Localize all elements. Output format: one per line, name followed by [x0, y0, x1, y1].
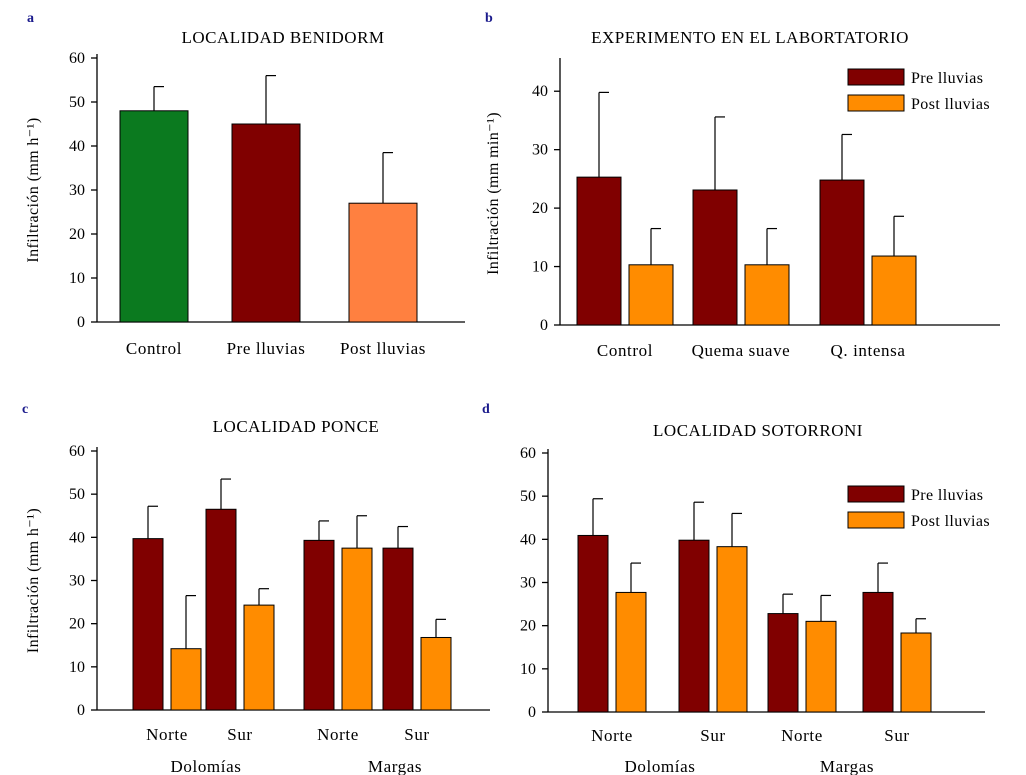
bar-pre-0 — [576, 176, 622, 326]
legend: Pre lluvias Post lluvias — [847, 68, 990, 113]
legend-label: Pre lluvias — [911, 70, 983, 87]
y-tick-label: 40 — [532, 83, 548, 100]
y-axis-label: Infiltración (mm h⁻¹) — [25, 508, 42, 653]
x-tick-label: Quema suave — [692, 341, 791, 360]
y-tick-label: 10 — [532, 259, 548, 276]
y-tick-label: 0 — [77, 702, 85, 719]
panel-label: d — [482, 402, 490, 417]
legend-swatch — [847, 68, 905, 86]
legend-label: Post lluvias — [911, 513, 990, 530]
x-tick-label: Norte — [781, 726, 823, 745]
x-tick-label: Sur — [404, 725, 429, 744]
y-tick-label: 30 — [69, 182, 85, 199]
group-label: Dolomías — [171, 757, 242, 775]
chart-panel-a: a LOCALIDAD BENIDORM Infiltración (mm h⁻¹)… — [25, 11, 465, 358]
legend-label: Pre lluvias — [911, 487, 983, 504]
bar-pre-lluvias — [231, 123, 301, 323]
bar-pre-3 — [382, 547, 414, 711]
y-axis-label: Infiltración (mm min⁻¹) — [485, 112, 502, 275]
bar-post-2 — [871, 255, 917, 326]
bar-pre-2 — [303, 539, 335, 711]
bar-pre-1 — [678, 539, 710, 713]
chart-panel-c: c LOCALIDAD PONCE Infiltración (mm h⁻¹) 0 10… — [22, 402, 490, 775]
y-tick-label: 50 — [69, 94, 85, 111]
y-tick-label: 40 — [69, 529, 85, 546]
y-tick-label: 10 — [69, 270, 85, 287]
x-tick-label: Post lluvias — [340, 339, 426, 358]
y-tick-label: 30 — [520, 575, 536, 592]
y-tick-label: 0 — [77, 314, 85, 331]
bar-pre-2 — [767, 613, 799, 713]
chart-panel-d: d LOCALIDAD SOTORRONI 0 10 20 30 40 50 60 Norte Su… — [482, 402, 990, 775]
y-tick-label: 60 — [69, 443, 85, 460]
bar-post-0 — [170, 648, 202, 711]
bar-post-1 — [243, 604, 275, 711]
bar-pre-2 — [819, 179, 865, 326]
bar-post-2 — [341, 547, 373, 711]
group-label: Margas — [820, 757, 874, 775]
x-tick-label: Control — [126, 339, 182, 358]
y-tick-label: 60 — [69, 50, 85, 67]
x-tick-label: Sur — [700, 726, 725, 745]
y-tick-label: 20 — [532, 200, 548, 217]
bar-control — [119, 110, 189, 323]
legend-swatch — [847, 511, 905, 529]
bar-post-3 — [900, 632, 932, 713]
y-tick-label: 60 — [520, 445, 536, 462]
x-tick-label: Norte — [591, 726, 633, 745]
y-tick-label: 20 — [69, 616, 85, 633]
bar-post-0 — [615, 591, 647, 713]
x-tick-label: Control — [597, 341, 653, 360]
bar-pre-1 — [205, 508, 237, 711]
y-tick-label: 50 — [520, 488, 536, 505]
chart-title: EXPERIMENTO EN EL LABORTATORIO — [591, 28, 909, 47]
y-tick-label: 30 — [69, 573, 85, 590]
legend-swatch — [847, 94, 905, 112]
y-tick-label: 20 — [520, 618, 536, 635]
chart-title: LOCALIDAD SOTORRONI — [653, 421, 863, 440]
y-tick-label: 10 — [69, 659, 85, 676]
bar-post-lluvias — [348, 202, 418, 323]
bar-post-1 — [744, 264, 790, 326]
chart-title: LOCALIDAD PONCE — [213, 417, 380, 436]
x-tick-label: Q. intensa — [831, 341, 906, 360]
bar-post-3 — [420, 636, 452, 711]
y-tick-label: 40 — [69, 138, 85, 155]
bar-pre-3 — [862, 591, 894, 713]
y-tick-label: 20 — [69, 226, 85, 243]
bar-pre-0 — [132, 538, 164, 711]
legend-swatch — [847, 485, 905, 503]
panel-label: a — [27, 11, 34, 26]
bar-post-2 — [805, 620, 837, 713]
y-tick-label: 40 — [520, 531, 536, 548]
y-tick-label: 0 — [540, 317, 548, 334]
legend-label: Post lluvias — [911, 96, 990, 113]
x-tick-label: Sur — [884, 726, 909, 745]
y-tick-label: 50 — [69, 486, 85, 503]
panel-label: c — [22, 402, 28, 417]
group-label: Dolomías — [625, 757, 696, 775]
y-tick-label: 10 — [520, 661, 536, 678]
bar-post-1 — [716, 546, 748, 713]
y-axis-label: Infiltración (mm h⁻¹) — [25, 117, 42, 262]
x-tick-label: Norte — [317, 725, 359, 744]
y-tick-label: 30 — [532, 142, 548, 159]
x-tick-label: Sur — [227, 725, 252, 744]
y-tick-label: 0 — [528, 704, 536, 721]
x-tick-label: Norte — [146, 725, 188, 744]
chart-title: LOCALIDAD BENIDORM — [181, 28, 384, 47]
group-label: Margas — [368, 757, 422, 775]
bar-pre-0 — [577, 534, 609, 713]
bar-pre-1 — [692, 189, 738, 326]
bar-post-0 — [628, 264, 674, 326]
x-tick-label: Pre lluvias — [227, 339, 306, 358]
panel-label: b — [485, 11, 493, 26]
chart-panel-b: b EXPERIMENTO EN EL LABORTATORIO Infiltrac… — [485, 11, 1000, 360]
legend: Pre lluvias Post lluvias — [847, 485, 990, 530]
